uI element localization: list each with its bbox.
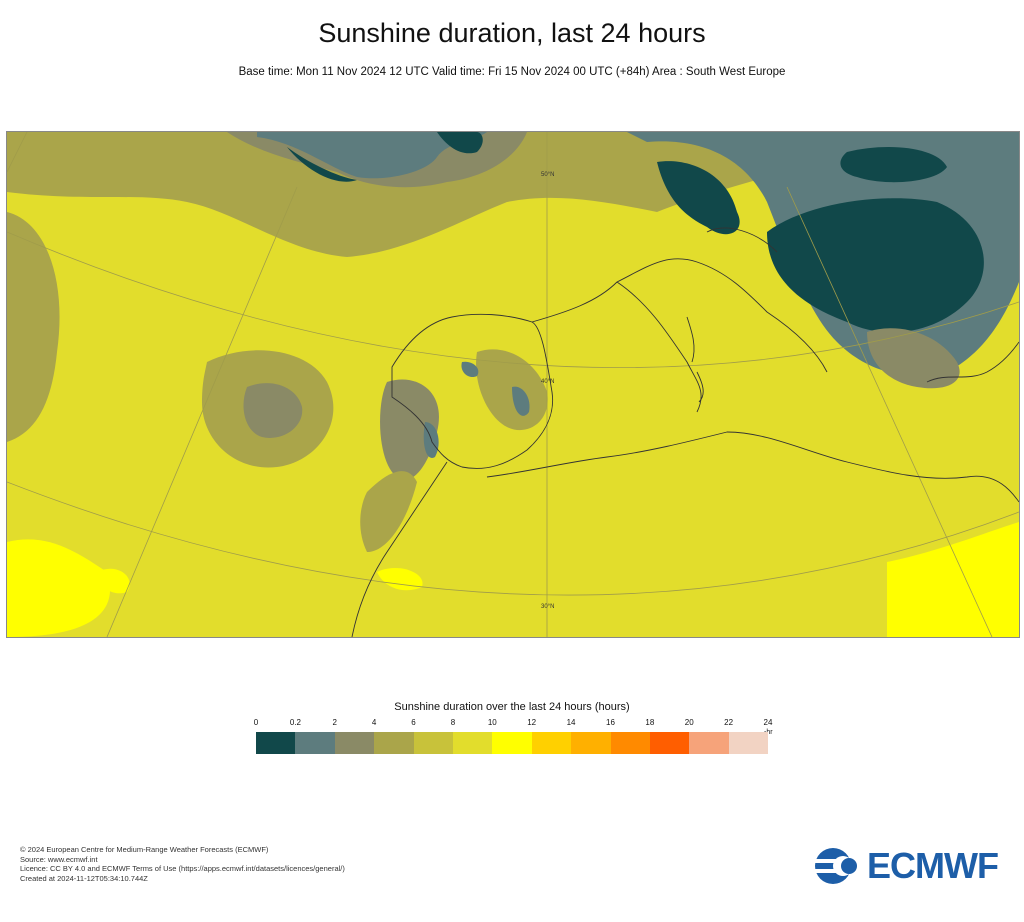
legend-tick-label: 18 (645, 718, 655, 727)
legend-tick-label: 4 (371, 718, 377, 727)
cloud-patch-spain-east (476, 349, 548, 431)
sunny-patch-sahara (377, 567, 423, 591)
ecmwf-logo: ECMWF (813, 846, 1008, 886)
legend-ticks: 0 0.2 2 4 6 8 10 12 14 16 18 20 22 24 (253, 718, 776, 732)
map-canvas: 50°N 40°N 30°N (7, 132, 1019, 637)
chart-subtitle: Base time: Mon 11 Nov 2024 12 UTC Valid … (238, 66, 786, 78)
legend-tick-label: 14 (566, 718, 576, 727)
ecmwf-logo-icon (815, 848, 861, 884)
footer-line: Licence: CC BY 4.0 and ECMWF Terms of Us… (20, 864, 345, 873)
legend-color-swatch (452, 732, 493, 754)
cloud-patch-channel (287, 147, 357, 182)
legend-tick-label: 22 (724, 718, 734, 727)
legend-color-swatch (728, 732, 769, 754)
legend-color-swatch (374, 732, 414, 754)
legend-color-swatch (256, 732, 296, 754)
footer-line: © 2024 European Centre for Medium-Range … (20, 845, 269, 854)
cloud-patch-atlantic-west (7, 212, 60, 442)
legend-tick-label: 10 (487, 718, 497, 727)
cloud-patch-spain-dark (512, 386, 530, 416)
ecmwf-logo-text: ECMWF (867, 845, 999, 886)
legend-tick-label: 2 (332, 718, 337, 727)
grid-label-50n: 50°N (541, 172, 554, 178)
legend-color-swatch (571, 732, 611, 754)
legend-color-swatch (689, 732, 729, 754)
legend-tick-label: 8 (450, 718, 456, 727)
sunny-patch-canary (97, 568, 130, 594)
grid-label-30n: 30°N (541, 604, 554, 610)
legend-tick-label: 6 (411, 718, 416, 727)
cloud-patch-uk (257, 132, 487, 179)
sunny-patch-se (887, 522, 1019, 637)
legend-colorbar (256, 732, 769, 754)
legend-tick-label: 24 (763, 718, 773, 727)
footer-line: Source: www.ecmwf.int (20, 854, 98, 864)
graticule (7, 132, 1019, 637)
sunny-patch-sw (7, 539, 111, 637)
cloud-patch-portugal (380, 379, 439, 480)
grid-label-40n: 40°N (541, 379, 554, 385)
legend-color-swatch (649, 732, 690, 754)
legend-tick-label: 20 (684, 718, 694, 727)
legend-tick-label: 16 (606, 718, 615, 727)
legend-color-swatch (610, 732, 650, 754)
legend-color-swatch (413, 732, 453, 754)
legend-color-swatch (295, 732, 335, 754)
cloud-patch-balkans (657, 161, 740, 235)
cloud-patch-north-sea (840, 147, 947, 183)
cloud-patch-ne-dark (437, 132, 483, 154)
footer-line: Created at 2024-11-12T05:34:10.744Z (20, 873, 148, 883)
legend-unit: -hr (764, 729, 773, 736)
coastlines (351, 227, 1019, 637)
footer-credits: © 2024 European Centre for Medium-Range … (20, 845, 345, 883)
cloud-patch-greece (867, 328, 960, 389)
chart-title: Sunshine duration, last 24 hours (318, 18, 706, 48)
legend-color-swatch (531, 732, 572, 754)
legend-tick-label: 0 (253, 718, 259, 727)
legend-color-swatch (334, 732, 375, 754)
sunshine-map: 50°N 40°N 30°N (6, 131, 1020, 638)
legend-tick-label: 0.2 (289, 718, 301, 727)
cloud-patch-atlantic-swirl-inner (243, 383, 303, 438)
legend-title: Sunshine duration over the last 24 hours… (394, 701, 630, 713)
cloud-patch-morocco-coast (360, 471, 417, 552)
legend-tick-label: 12 (527, 718, 537, 727)
cloud-patch-spain-north (461, 361, 479, 378)
legend-color-swatch (492, 732, 532, 754)
cloud-patch-hungary (767, 198, 984, 333)
